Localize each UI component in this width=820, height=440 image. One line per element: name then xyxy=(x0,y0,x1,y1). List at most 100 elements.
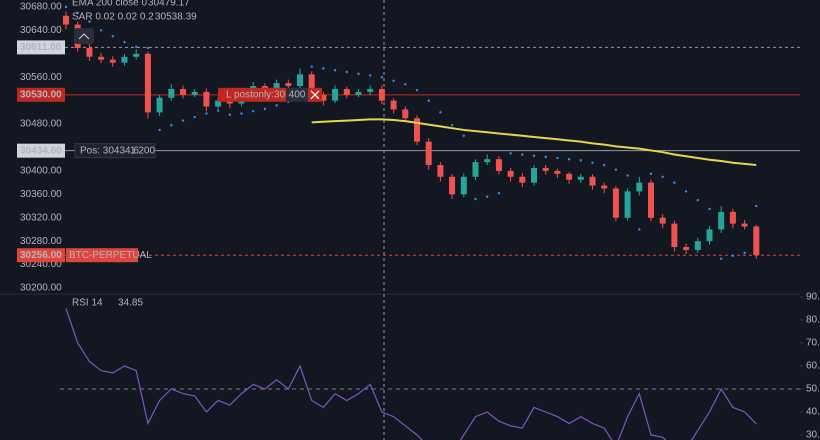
sar-dot xyxy=(450,124,454,127)
candle-body xyxy=(180,88,186,95)
candle-body xyxy=(612,188,619,218)
y-tick-label: 30360.00 xyxy=(20,189,62,200)
y2-tick-label: 80.0 xyxy=(806,315,820,326)
candle-body xyxy=(121,56,128,63)
sar-dot xyxy=(462,134,465,137)
candle-body xyxy=(320,94,327,101)
sar-dot xyxy=(755,204,758,208)
order-qty: 400 xyxy=(289,89,306,100)
candle-body xyxy=(472,162,479,177)
price-label-box xyxy=(17,248,65,263)
symbol-label: BTC-PERPETUAL xyxy=(69,250,152,261)
rsi-pane xyxy=(60,308,800,440)
sar-dot xyxy=(474,197,477,201)
price-label: 30256.00 xyxy=(20,250,62,261)
y-tick-label: 30280.00 xyxy=(20,236,62,247)
candle-body xyxy=(706,229,713,242)
sar-dot xyxy=(532,154,536,157)
candle-body xyxy=(343,88,350,95)
sar-dot xyxy=(439,111,442,114)
candle-body xyxy=(659,217,666,224)
sar-dot xyxy=(404,83,407,86)
candle-body xyxy=(273,83,280,89)
legend-name: EMA 200 close 0 xyxy=(72,0,147,9)
candle-body xyxy=(168,88,175,98)
position-box xyxy=(74,143,156,159)
sar-dot xyxy=(509,152,512,155)
sar-dot xyxy=(638,228,641,231)
price-label: 30434.60 xyxy=(20,145,62,156)
candle-body xyxy=(378,88,385,101)
candle-body xyxy=(683,247,690,250)
sar-dot xyxy=(626,174,629,177)
sar-dot xyxy=(99,29,103,32)
candle-body xyxy=(519,176,526,183)
sar-dot xyxy=(135,45,138,49)
price-label-box xyxy=(17,40,65,55)
sar-dot xyxy=(661,175,664,178)
candle-body xyxy=(191,91,198,95)
candle-body xyxy=(648,182,654,218)
order-box xyxy=(218,87,286,102)
sar-dot xyxy=(696,198,699,202)
candle-body xyxy=(414,118,420,142)
y2-tick-label: 50.0 xyxy=(806,384,820,395)
y-tick-label: 30320.00 xyxy=(20,212,62,223)
candle-body xyxy=(63,15,69,25)
price-label-box xyxy=(17,87,65,102)
candle-body xyxy=(144,53,151,113)
symbol-box xyxy=(66,248,138,263)
sar-dot xyxy=(649,172,653,176)
rsi-title: RSI 14 xyxy=(72,298,103,309)
sar-dot xyxy=(684,190,688,193)
rsi-value: 34.85 xyxy=(118,298,143,309)
sar-dot xyxy=(193,115,196,119)
sar-dot xyxy=(88,20,91,23)
candle-body xyxy=(577,176,584,180)
candle-body xyxy=(542,167,549,171)
sar-dot xyxy=(146,46,150,50)
y-tick-label: 30640.00 xyxy=(20,25,62,36)
candle-body xyxy=(741,223,748,227)
sar-dot xyxy=(345,70,348,74)
sar-dot xyxy=(486,195,489,198)
sar-dot xyxy=(357,72,360,75)
sar-dot xyxy=(673,181,676,184)
candle-body xyxy=(98,56,105,60)
candle-body xyxy=(449,176,456,195)
legend-value: 30538.39 xyxy=(155,12,197,23)
sar-dot xyxy=(333,69,337,72)
sar-dot xyxy=(708,207,711,211)
sar-dot xyxy=(369,74,372,77)
candle-body xyxy=(531,167,537,183)
candle-body xyxy=(332,88,339,101)
sar-dot xyxy=(415,88,419,92)
collapse-button[interactable] xyxy=(74,28,94,44)
y2-tick-label: 90.0 xyxy=(806,292,820,303)
sar-dot xyxy=(111,35,115,38)
sar-dot xyxy=(228,113,231,116)
candle-body xyxy=(261,86,268,89)
candle-body xyxy=(554,170,561,174)
sar-dot xyxy=(544,155,547,159)
sar-dot xyxy=(123,40,126,44)
order-qty-box xyxy=(286,87,308,102)
candle-body xyxy=(601,185,608,189)
y-tick-label: 30480.00 xyxy=(20,119,62,130)
candle-body xyxy=(694,241,701,250)
sar-dot xyxy=(614,168,618,171)
candle-body xyxy=(390,100,397,110)
y-tick-label: 30560.00 xyxy=(20,72,62,83)
sar-dot xyxy=(720,257,723,260)
y2-tick-label: 60.0 xyxy=(806,361,820,372)
price-label-box xyxy=(17,143,65,158)
rsi-line xyxy=(65,308,757,440)
price-label: 30611.00 xyxy=(20,42,62,53)
y-tick-label: 30200.00 xyxy=(20,283,62,294)
candle-body xyxy=(86,47,93,57)
order-text: L postonly:30530 xyxy=(226,89,302,100)
sar-dot xyxy=(240,112,243,115)
position-size: 1 200 xyxy=(130,145,155,156)
sar-dot xyxy=(322,67,325,70)
